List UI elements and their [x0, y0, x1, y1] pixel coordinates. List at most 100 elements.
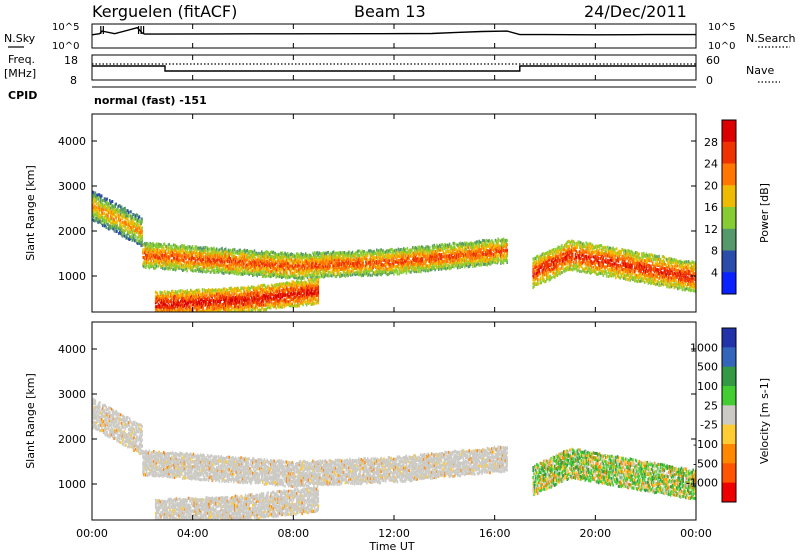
heatmap-cell	[101, 202, 104, 206]
heatmap-cell	[337, 255, 339, 259]
heatmap-cell	[165, 308, 168, 311]
heatmap-cell	[287, 262, 290, 266]
heatmap-cell	[431, 250, 434, 254]
heatmap-cell	[274, 267, 276, 270]
heatmap-cell	[182, 300, 185, 304]
heatmap-cell	[120, 214, 123, 218]
heatmap-cell	[399, 259, 401, 263]
heatmap-cell	[172, 291, 175, 295]
heatmap-cell	[420, 247, 422, 251]
heatmap-cell	[487, 253, 489, 257]
heatmap-cell	[164, 249, 167, 253]
heatmap-cell	[152, 247, 154, 251]
heatmap-cell	[332, 264, 334, 268]
heatmap-cell	[177, 297, 179, 301]
heatmap-cell	[282, 275, 284, 278]
heatmap-cell	[153, 253, 155, 257]
heatmap-cell	[283, 271, 285, 275]
heatmap-cell	[482, 255, 484, 259]
heatmap-cell	[259, 251, 261, 255]
heatmap-cell	[404, 260, 407, 264]
heatmap-cell	[287, 266, 289, 270]
heatmap-cell	[493, 256, 496, 260]
heatmap-cell	[214, 289, 216, 293]
heatmap-cell	[270, 270, 272, 274]
heatmap-cell	[193, 299, 196, 303]
heatmap-cell	[159, 252, 161, 256]
heatmap-cell	[484, 248, 487, 252]
heatmap-cell	[419, 252, 421, 256]
heatmap-cell	[325, 268, 328, 271]
heatmap-cell	[278, 257, 280, 261]
heatmap-cell	[369, 249, 372, 253]
heatmap-cell	[407, 254, 409, 258]
heatmap-cell	[467, 250, 470, 253]
heatmap-cell	[287, 255, 289, 259]
heatmap-cell	[240, 256, 242, 260]
heatmap-cell	[463, 263, 465, 266]
heatmap-cell	[163, 254, 166, 257]
heatmap-cell	[326, 274, 329, 278]
heatmap-cell	[265, 256, 267, 260]
heatmap-cell	[172, 300, 175, 303]
heatmap-cell	[373, 271, 375, 275]
heatmap-cell	[160, 304, 162, 308]
heatmap-cell	[270, 273, 272, 276]
heatmap-cell	[249, 250, 251, 254]
heatmap-cell	[319, 252, 321, 256]
heatmap-cell	[113, 213, 116, 217]
heatmap-cell	[191, 253, 194, 256]
heatmap-cell	[350, 271, 352, 275]
heatmap-cell	[313, 264, 315, 268]
heatmap-cell	[196, 247, 198, 251]
heatmap-cell	[390, 254, 392, 258]
heatmap-cell	[189, 261, 191, 265]
heatmap-cell	[171, 262, 173, 266]
heatmap-cell	[225, 249, 227, 253]
heatmap-cell	[430, 267, 433, 271]
heatmap-cell	[470, 250, 472, 254]
heatmap-cell	[127, 209, 129, 213]
heatmap-cell	[232, 270, 234, 274]
heatmap-cell	[501, 254, 504, 258]
heatmap-cell	[477, 246, 480, 250]
heatmap-cell	[378, 249, 381, 253]
heatmap-cell	[210, 270, 213, 274]
heatmap-cell	[216, 304, 219, 308]
heatmap-cell	[227, 251, 230, 255]
heatmap-cell	[324, 264, 327, 268]
heatmap-cell	[160, 312, 162, 315]
heatmap-cell	[197, 303, 199, 307]
heatmap-cell	[342, 261, 345, 265]
heatmap-cell	[234, 272, 236, 275]
heatmap-cell	[255, 269, 258, 273]
heatmap-cell	[127, 226, 129, 230]
heatmap-cell	[344, 259, 347, 263]
heatmap-cell	[296, 261, 299, 265]
freq-panel: Freq. [MHz] 18 8 60 0 Nave	[4, 53, 780, 87]
heatmap-cell	[390, 267, 392, 271]
heatmap-cell	[197, 257, 199, 260]
heatmap-cell	[320, 265, 322, 269]
heatmap-cell	[323, 260, 325, 264]
heatmap-cell	[288, 275, 291, 279]
heatmap-cell	[487, 249, 489, 253]
heatmap-cell	[214, 260, 216, 264]
heatmap-cell	[173, 291, 176, 295]
heatmap-cell	[134, 222, 136, 226]
heatmap-cell	[167, 306, 169, 310]
heatmap-cell	[485, 258, 488, 261]
heatmap-cell	[132, 213, 134, 216]
heatmap-cell	[489, 244, 491, 248]
heatmap-cell	[199, 312, 201, 315]
heatmap-cell	[387, 272, 390, 276]
heatmap-cell	[445, 263, 447, 267]
heatmap-cell	[434, 255, 436, 259]
heatmap-cell	[481, 250, 483, 254]
heatmap-cell	[181, 264, 184, 268]
heatmap-cell	[203, 294, 205, 298]
heatmap-cell	[386, 273, 389, 277]
heatmap-cell	[488, 252, 490, 256]
heatmap-cell	[191, 290, 194, 294]
heatmap-cell	[478, 259, 480, 262]
